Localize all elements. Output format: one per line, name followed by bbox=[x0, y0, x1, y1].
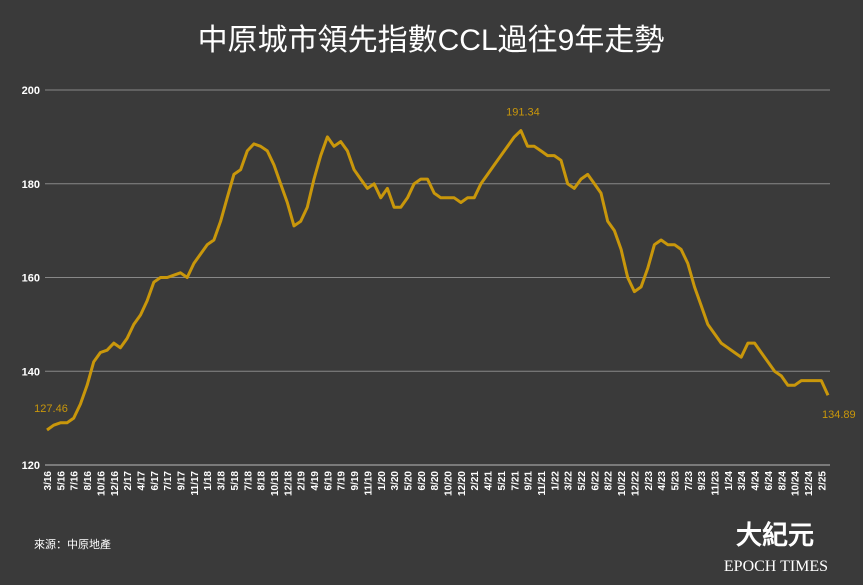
chart-title: 中原城市領先指數CCL過往9年走勢 bbox=[198, 24, 665, 57]
x-tick-label: 11/23 bbox=[711, 471, 722, 496]
x-tick-label: 3/18 bbox=[217, 471, 228, 491]
x-tick-label: 12/20 bbox=[457, 471, 468, 496]
x-tick-label: 5/20 bbox=[403, 471, 414, 491]
x-tick-label: 1/24 bbox=[724, 471, 735, 491]
x-tick-label: 2/21 bbox=[470, 471, 481, 491]
x-tick-label: 5/23 bbox=[670, 471, 681, 491]
x-tick-label: 3/24 bbox=[737, 471, 748, 491]
x-tick-label: 12/24 bbox=[804, 471, 815, 496]
x-tick-label: 1/20 bbox=[377, 471, 388, 491]
y-tick-label: 120 bbox=[22, 460, 40, 472]
x-tick-label: 10/24 bbox=[791, 471, 802, 496]
x-tick-label: 9/23 bbox=[697, 471, 708, 491]
x-tick-label: 9/17 bbox=[177, 471, 188, 491]
x-tick-label: 7/18 bbox=[243, 471, 254, 491]
source: 來源：中原地產 bbox=[34, 537, 111, 551]
x-tick-label: 8/18 bbox=[257, 471, 268, 491]
x-tick-label: 12/22 bbox=[630, 471, 641, 496]
x-tick-label: 4/21 bbox=[484, 471, 495, 491]
x-tick-label: 2/17 bbox=[123, 471, 134, 491]
x-tick-label: 4/19 bbox=[310, 471, 321, 491]
x-tick-label: 10/18 bbox=[270, 471, 281, 496]
x-tick-label: 9/21 bbox=[524, 471, 535, 491]
y-tick-label: 140 bbox=[22, 366, 40, 378]
y-tick-label: 180 bbox=[22, 179, 40, 191]
x-tick-label: 2/23 bbox=[644, 471, 655, 491]
logo-chinese: 大紀元 bbox=[736, 520, 814, 551]
x-tick-label: 2/19 bbox=[297, 471, 308, 491]
x-tick-label: 8/24 bbox=[777, 471, 788, 491]
y-tick-label: 200 bbox=[22, 85, 40, 97]
x-tick-label: 7/21 bbox=[510, 471, 521, 491]
x-tick-label: 11/21 bbox=[537, 471, 548, 496]
x-tick-label: 5/21 bbox=[497, 471, 508, 491]
y-tick-label: 160 bbox=[22, 273, 40, 285]
x-tick-label: 6/22 bbox=[590, 471, 601, 491]
x-tick-label: 4/24 bbox=[751, 471, 762, 491]
x-tick-label: 7/17 bbox=[163, 471, 174, 491]
x-tick-label: 8/16 bbox=[83, 471, 94, 491]
x-tick-label: 3/20 bbox=[390, 471, 401, 491]
x-tick-label: 6/20 bbox=[417, 471, 428, 491]
logo-english: EPOCH TIMES bbox=[724, 558, 828, 575]
x-tick-label: 7/23 bbox=[684, 471, 695, 491]
x-tick-label: 10/22 bbox=[617, 471, 628, 496]
x-tick-label: 3/16 bbox=[43, 471, 54, 491]
x-tick-label: 4/17 bbox=[136, 471, 147, 491]
x-tick-label: 1/18 bbox=[203, 471, 214, 491]
x-tick-label: 7/16 bbox=[70, 471, 81, 491]
value-label: 127.46 bbox=[34, 403, 68, 415]
x-tick-label: 10/20 bbox=[444, 471, 455, 496]
x-tick-label: 7/19 bbox=[337, 471, 348, 491]
x-tick-label: 12/18 bbox=[283, 471, 294, 496]
x-tick-label: 5/22 bbox=[577, 471, 588, 491]
x-tick-label: 11/17 bbox=[190, 471, 201, 496]
x-tick-label: 4/23 bbox=[657, 471, 668, 491]
x-tick-label: 12/16 bbox=[110, 471, 121, 496]
value-label: 191.34 bbox=[506, 107, 540, 119]
x-tick-label: 5/16 bbox=[56, 471, 67, 491]
x-tick-label: 1/22 bbox=[550, 471, 561, 491]
x-tick-label: 3/22 bbox=[564, 471, 575, 491]
x-tick-label: 11/19 bbox=[363, 471, 374, 496]
x-tick-label: 8/20 bbox=[430, 471, 441, 491]
data-line bbox=[46, 129, 830, 432]
x-tick-label: 6/17 bbox=[150, 471, 161, 491]
x-tick-label: 6/24 bbox=[764, 471, 775, 491]
value-label: 134.89 bbox=[822, 409, 856, 421]
x-tick-label: 2/25 bbox=[817, 471, 828, 491]
x-tick-label: 9/19 bbox=[350, 471, 361, 491]
x-tick-label: 8/22 bbox=[604, 471, 615, 491]
x-tick-label: 5/18 bbox=[230, 471, 241, 491]
x-tick-label: 6/19 bbox=[323, 471, 334, 491]
x-tick-label: 10/16 bbox=[96, 471, 107, 496]
